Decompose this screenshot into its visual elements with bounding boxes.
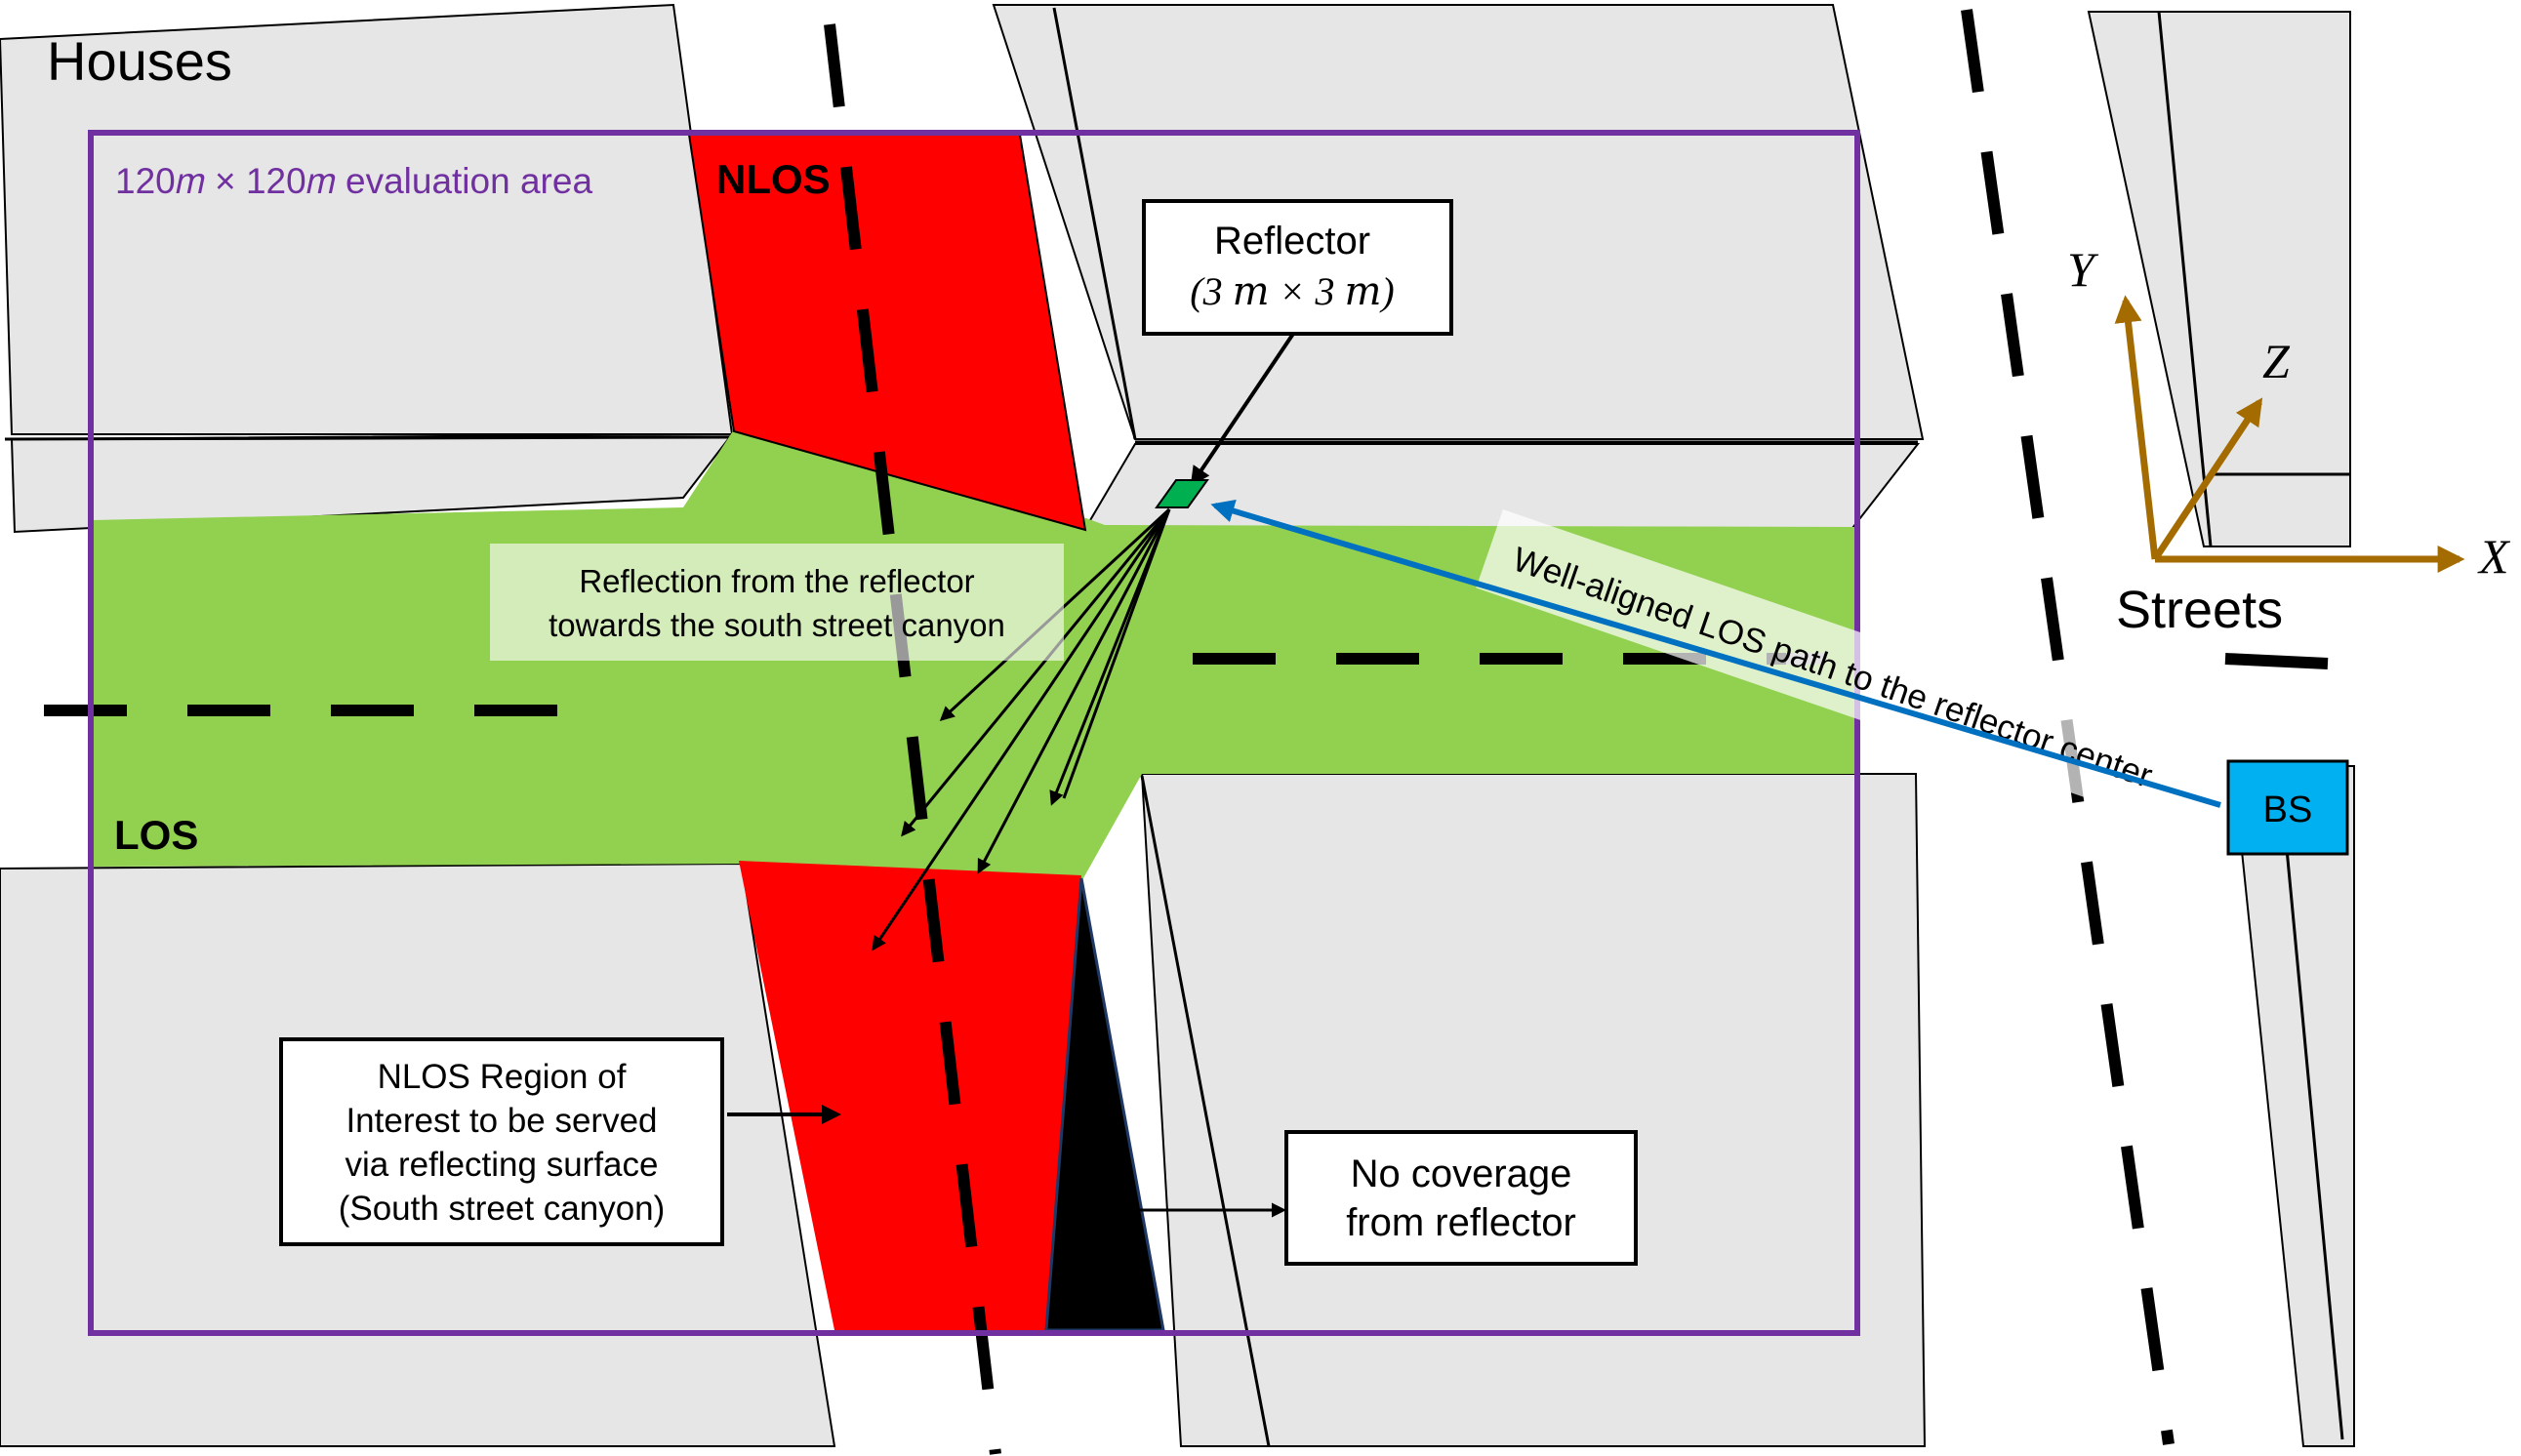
nlos-region-label-line2: Interest to be served [346,1102,657,1140]
house-top-center [992,4,1925,440]
house-bottom-center [1140,773,1927,1447]
no-coverage-label-box [1284,1130,1638,1266]
house-top-left-lower [10,432,735,534]
reflection-ray [901,508,1171,837]
no-coverage-label-line1: No coverage [1351,1153,1572,1195]
axis-y [2114,295,2159,560]
axis-x-label: X [2477,529,2511,584]
base-station-label: BS [2263,789,2313,830]
evaluation-area-label: 120𝑚 × 120𝑚 evaluation area [115,161,592,201]
reflector-label-line2: (3 𝑚 × 3 𝑚) [1190,269,1395,313]
nlos-region-label-line1: NLOS Region of [378,1058,627,1096]
nlos-region-south [739,861,1081,1330]
nlos-north-label: NLOS [716,156,831,202]
center-line-vertical-left [824,23,1001,1455]
house-bottom-right [2231,765,2355,1447]
reflector-label-box [1142,199,1453,336]
coordinate-axes [2114,295,2465,573]
house-top-right [2087,11,2351,547]
reflector-surface [1155,479,1209,508]
reflection-label-line2: towards the south street canyon [549,607,1005,643]
nlos-region-label-line4: (South street canyon) [339,1190,666,1228]
houses-label: Houses [47,30,232,92]
house-edge-line [1052,7,1137,440]
reflection-label-box [490,544,1064,661]
reflector-callout-arrow [1190,332,1295,487]
house-edge-lines [4,7,2350,1447]
los-path-arrow [1210,499,2221,808]
nlos-region-label-box [279,1037,724,1246]
base-station [2226,759,2349,856]
axis-z [2152,397,2263,561]
los-label: LOS [114,812,198,858]
streets-legend-dash [2224,653,2329,669]
reflection-ray [1049,508,1171,806]
reflection-ray [872,508,1171,951]
axis-z-label: Z [2262,334,2291,388]
axis-y-label: Y [2067,242,2099,297]
reflection-ray [1062,508,1171,799]
house-edge-line [2277,765,2344,1440]
streets-label: Streets [2116,581,2283,639]
reflection-label-line1: Reflection from the reflector [579,563,974,599]
no-coverage-label-line2: from reflector [1346,1201,1576,1244]
evaluation-area-border [88,130,1860,1336]
reflection-ray [977,508,1171,874]
nlos-region-label-line3: via reflecting surface [346,1146,659,1184]
house-edge-line [4,435,733,441]
house-edge-line [2157,11,2213,547]
reflector-label-line1: Reflector [1214,220,1370,263]
